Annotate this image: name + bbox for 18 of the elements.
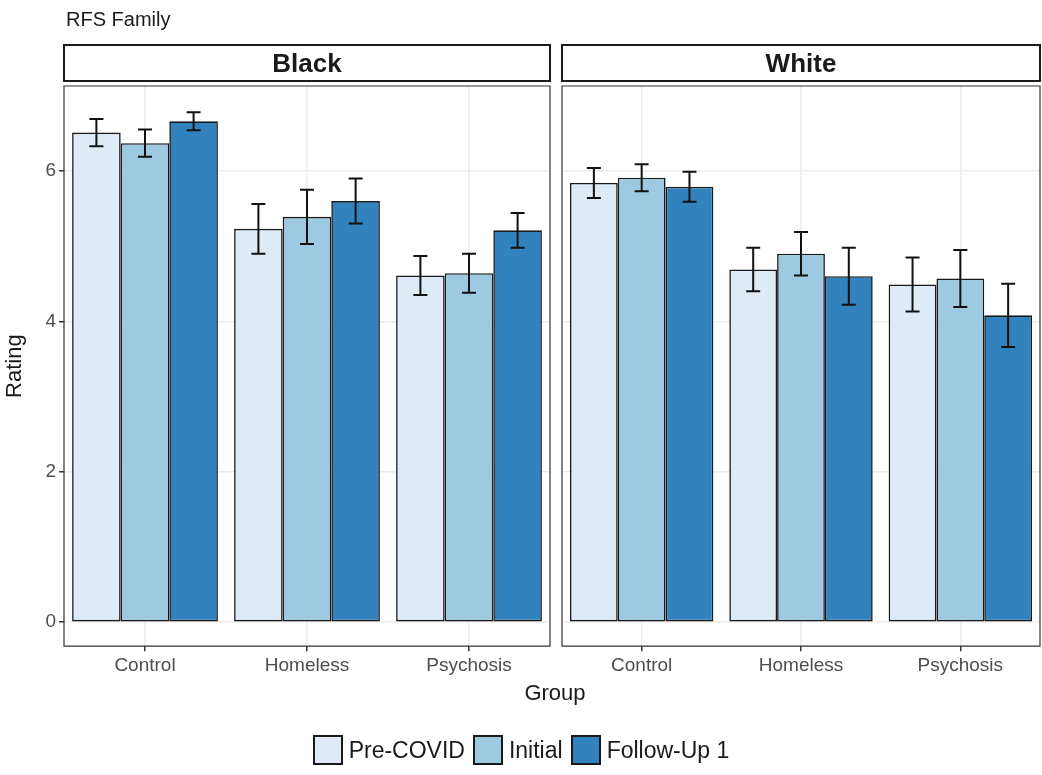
x-tick-label: Control [114,653,176,675]
legend-label: Pre-COVID [348,736,465,764]
chart-title: White [561,44,1041,82]
y-tick-label: 6 [45,159,56,181]
y-tick-label: 4 [45,309,57,331]
y-tick-label: 0 [45,610,56,632]
x-axis-title: Group [523,680,587,706]
legend-label: Initial [508,736,563,764]
x-tick-label: Control [611,653,673,675]
x-tick-label: Psychosis [426,653,512,675]
legend-label: Follow-Up 1 [606,736,730,764]
x-tick-label: Homeless [758,653,844,675]
y-axis-title: Rating [1,334,27,398]
x-tick-label: Psychosis [917,653,1004,675]
text: RFS Family [66,8,171,31]
chart-title: Black [63,44,551,82]
y-tick-label: 2 [45,459,56,481]
x-tick-label: Homeless [264,653,350,675]
